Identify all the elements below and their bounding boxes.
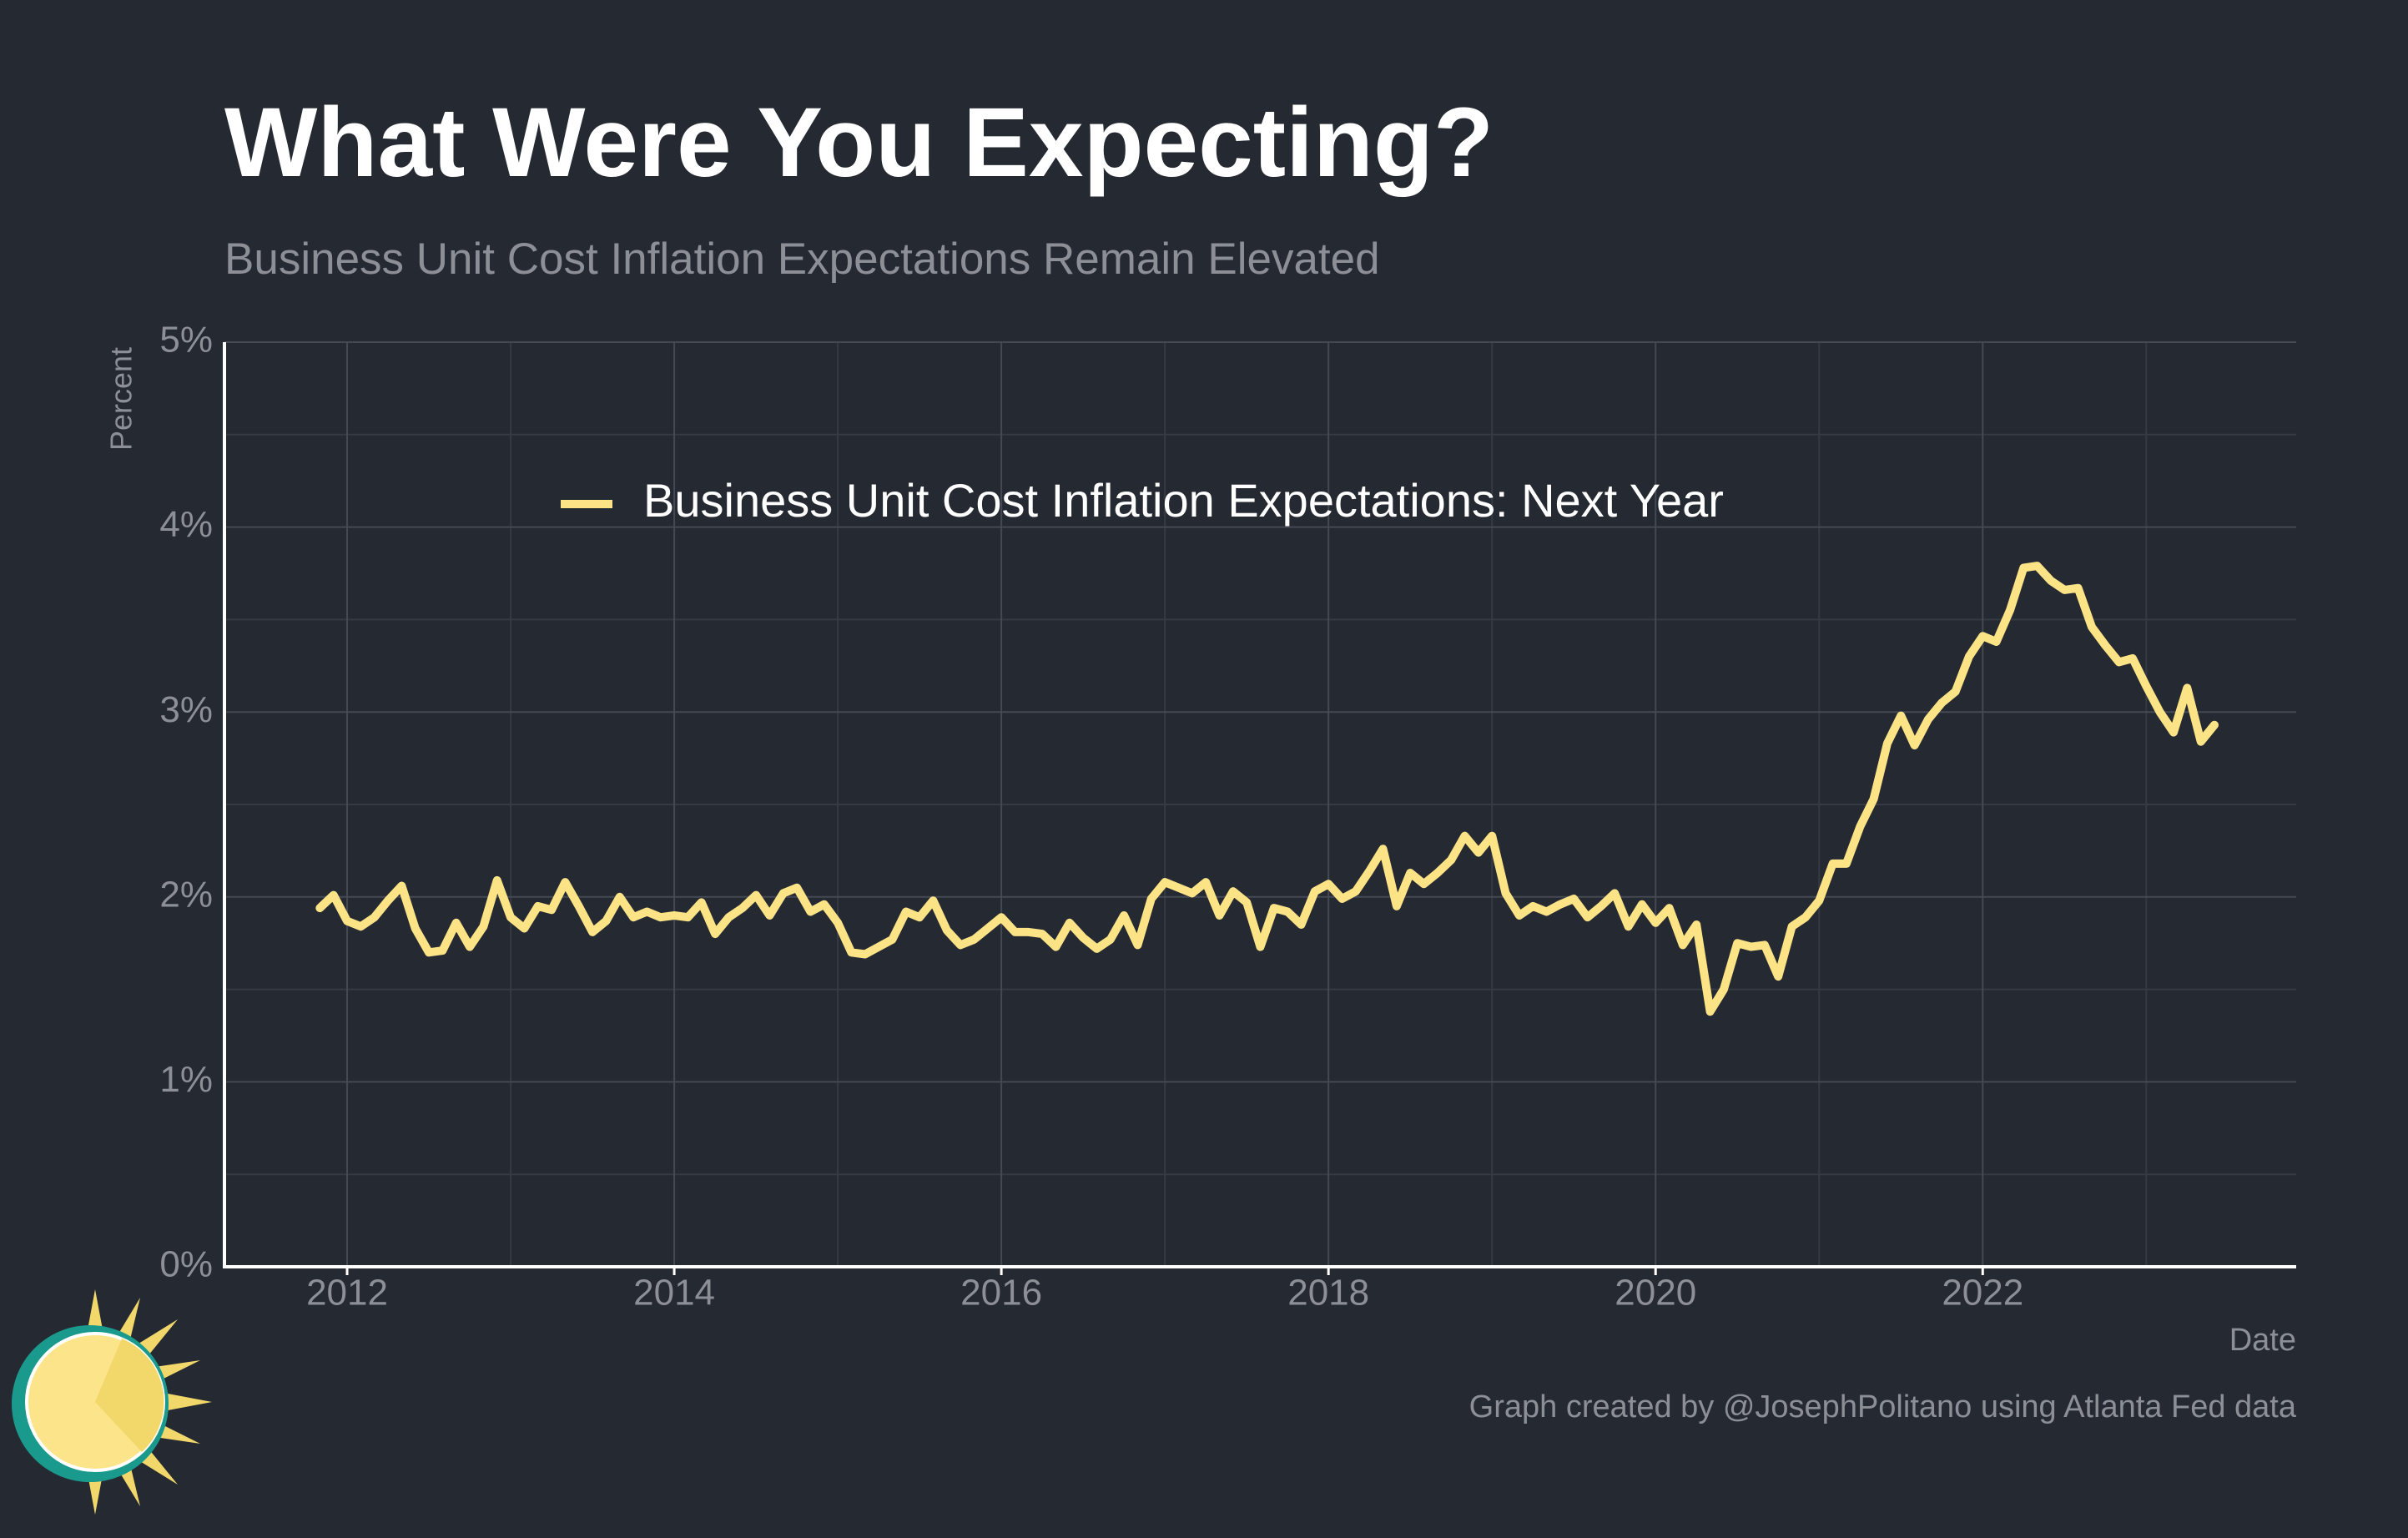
- legend-label: Business Unit Cost Inflation Expectation…: [643, 474, 1724, 527]
- y-axis-label: Percent: [104, 347, 139, 451]
- sun-slice: [95, 1339, 164, 1452]
- y-tick-label: 0%: [159, 1244, 213, 1285]
- x-tick-label: 2014: [633, 1273, 715, 1314]
- x-tick-label: 2020: [1615, 1273, 1696, 1314]
- chart-subtitle: Business Unit Cost Inflation Expectation…: [224, 234, 1380, 284]
- line-series: [315, 562, 2219, 1016]
- x-tick-label: 2022: [1942, 1273, 2023, 1314]
- y-tick-label: 5%: [159, 320, 213, 361]
- y-tick-label: 1%: [159, 1059, 213, 1100]
- x-tick-label: 2016: [960, 1273, 1042, 1314]
- logo: [12, 1289, 212, 1515]
- x-tick-label: 2018: [1287, 1273, 1369, 1314]
- y-tick-label: 4%: [159, 504, 213, 545]
- y-tick-label: 2%: [159, 874, 213, 915]
- chart-title: What Were You Expecting?: [224, 88, 1494, 198]
- credit: Graph created by @JosephPolitano using A…: [1469, 1389, 2297, 1425]
- x-axis-label: Date: [2229, 1323, 2296, 1358]
- y-tick-label: 3%: [159, 689, 213, 730]
- x-tick-label: 2012: [306, 1273, 388, 1314]
